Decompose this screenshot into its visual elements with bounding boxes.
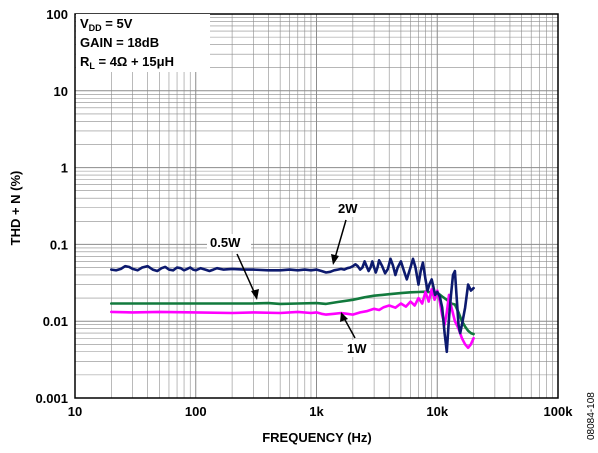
y-tick-label: 1 [61,161,68,176]
series-annotations: 2W 0.5W 1W [207,200,371,357]
conditions-legend: VDD = 5V GAIN = 18dB RL = 4Ω + 15μH [76,14,210,72]
condition-load: RL = 4Ω + 15μH [80,54,174,71]
x-tick-label: 10k [426,404,448,419]
x-axis-title: FREQUENCY (Hz) [262,430,372,445]
arrow-1w [343,317,356,339]
y-tick-label: 0.001 [35,391,68,406]
label-05w-bg [207,234,251,251]
tick-labels: 10 100 1k 10k 100k 0.001 0.01 0.1 1 10 100 [35,7,573,419]
plot-frame [74,13,559,399]
condition-vdd: VDD = 5V [80,16,133,33]
series-line-2W [110,257,475,354]
x-tick-label: 100 [185,404,207,419]
x-tick-label: 10 [68,404,82,419]
y-tick-label: 10 [54,84,68,99]
arrowhead-05w [251,289,259,300]
label-1w: 1W [347,341,367,356]
condition-gain: GAIN = 18dB [80,35,159,50]
label-1w-bg [343,340,371,357]
x-tick-label: 1k [309,404,324,419]
label-2w-bg [330,200,360,217]
label-2w: 2W [338,201,358,216]
y-axis-title: THD + N (%) [8,171,23,246]
x-tick-label: 100k [544,404,574,419]
arrow-2w [334,219,347,259]
y-tick-label: 100 [46,7,68,22]
y-tick-label: 0.1 [50,237,68,252]
y-tick-label: 0.01 [43,314,68,329]
series-layer [110,257,475,354]
arrow-05w [236,253,256,295]
arrowhead-2w [331,254,339,265]
arrowhead-1w [340,312,348,322]
conditions-box [76,14,210,72]
label-05w: 0.5W [210,235,241,250]
figure-id: 08084-108 [586,392,597,440]
grid-lines [75,14,558,398]
